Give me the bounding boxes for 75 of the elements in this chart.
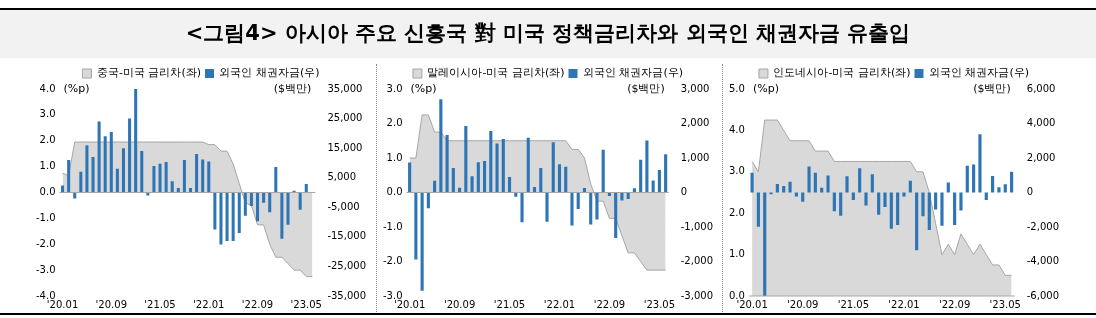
- y-tick-label: -2.0: [383, 255, 403, 267]
- x-tick-label: '22.09: [241, 298, 274, 310]
- y2-tick-label: 15,000: [327, 141, 363, 153]
- x-tick-label: '22.09: [938, 298, 971, 310]
- legend-label: 말레이시아-미국 금리차(좌): [427, 66, 565, 80]
- y-tick-label: 1.0: [386, 151, 403, 163]
- y2-axis-title: ($백만): [973, 81, 1011, 95]
- y-tick-label: -3.0: [36, 263, 56, 275]
- y2-tick-label: 1,000: [680, 151, 710, 163]
- legend-label: 외국인 채권자금(우): [928, 66, 1030, 80]
- y2-tick-label: -1,000: [680, 220, 714, 232]
- y2-tick-label: 0: [1026, 186, 1034, 198]
- x-tick-label: '20.01: [736, 298, 768, 310]
- y2-tick-label: -15,000: [327, 230, 367, 242]
- y2-tick-label: -4,000: [1026, 255, 1060, 267]
- y2-tick-label: 5,000: [327, 171, 357, 183]
- y-tick-label: 3.0: [386, 82, 403, 94]
- legend-label: 외국인 채권자금(우): [219, 66, 320, 80]
- y-tick-label: 1.0: [729, 248, 745, 260]
- x-tick-label: '22.01: [888, 298, 920, 310]
- x-tick-label: '22.01: [543, 298, 576, 310]
- x-tick-label: '23.05: [989, 298, 1021, 310]
- y2-axis-title: ($백만): [627, 81, 665, 95]
- y-tick-label: 0.0: [729, 289, 745, 301]
- y2-tick-label: 0: [680, 186, 688, 198]
- y2-tick-label: -2,000: [1026, 220, 1060, 232]
- y2-tick-label: -5,000: [327, 200, 360, 212]
- x-tick-label: '21.05: [493, 298, 526, 310]
- y2-tick-label: 4,000: [1026, 117, 1056, 129]
- y2-tick-label: 2,000: [1026, 151, 1056, 163]
- y-tick-label: 2.0: [386, 117, 403, 129]
- x-tick-label: '23.05: [643, 298, 676, 310]
- x-tick-label: '21.05: [837, 298, 870, 310]
- x-tick-label: '21.05: [144, 298, 176, 310]
- y2-tick-label: -3,000: [680, 289, 714, 301]
- y2-tick-label: 2,000: [680, 117, 710, 129]
- y-tick-label: 2.0: [39, 134, 56, 146]
- y-tick-label: 5.0: [729, 82, 745, 94]
- y2-tick-label: 6,000: [1026, 82, 1056, 94]
- y2-tick-label: -6,000: [1026, 289, 1060, 301]
- y2-tick-label: -25,000: [327, 260, 367, 272]
- y-tick-label: 3.0: [39, 108, 56, 120]
- y-tick-label: -3.0: [383, 289, 403, 301]
- y2-tick-label: -35,000: [327, 289, 367, 301]
- y2-tick-label: 35,000: [327, 82, 363, 94]
- y2-tick-label: 25,000: [327, 112, 363, 124]
- x-tick-label: '20.09: [443, 298, 476, 310]
- y-tick-label: -2.0: [36, 237, 56, 249]
- y-tick-label: 4.0: [39, 82, 56, 94]
- y-axis-title: (%p): [752, 81, 779, 95]
- y-tick-label: 1.0: [39, 160, 56, 172]
- y-tick-label: 3.0: [729, 165, 745, 177]
- y-tick-label: 0.0: [386, 186, 403, 198]
- y2-axis-title: ($백만): [273, 81, 312, 95]
- x-tick-label: '20.09: [787, 298, 819, 310]
- y-axis-title: (%p): [410, 81, 437, 95]
- y-tick-label: -4.0: [36, 289, 56, 301]
- x-tick-label: '20.09: [95, 298, 127, 310]
- y2-tick-label: 3,000: [680, 82, 710, 94]
- x-tick-label: '23.05: [290, 298, 322, 310]
- y-tick-label: 2.0: [729, 206, 745, 218]
- y-tick-label: 0.0: [39, 186, 56, 198]
- x-tick-label: '20.01: [393, 298, 426, 310]
- legend-label: 외국인 채권자금(우): [582, 66, 684, 80]
- y-tick-label: -1.0: [383, 220, 403, 232]
- y-tick-label: -1.0: [36, 211, 56, 223]
- x-tick-label: '20.01: [46, 298, 79, 310]
- y-tick-label: 4.0: [729, 123, 745, 135]
- y2-tick-label: -2,000: [680, 255, 714, 267]
- y-axis-title: (%p): [63, 81, 90, 95]
- text: <그림4> 아시아 주요 신흥국 對 미국 정책금리차와 외국인 채권자금 유출입: [0, 8, 1096, 58]
- x-tick-label: '22.09: [593, 298, 626, 310]
- legend-label: 중국-미국 금리차(좌): [96, 66, 201, 80]
- legend-label: 인도네시아-미국 금리차(좌): [773, 66, 911, 80]
- x-tick-label: '22.01: [193, 298, 225, 310]
